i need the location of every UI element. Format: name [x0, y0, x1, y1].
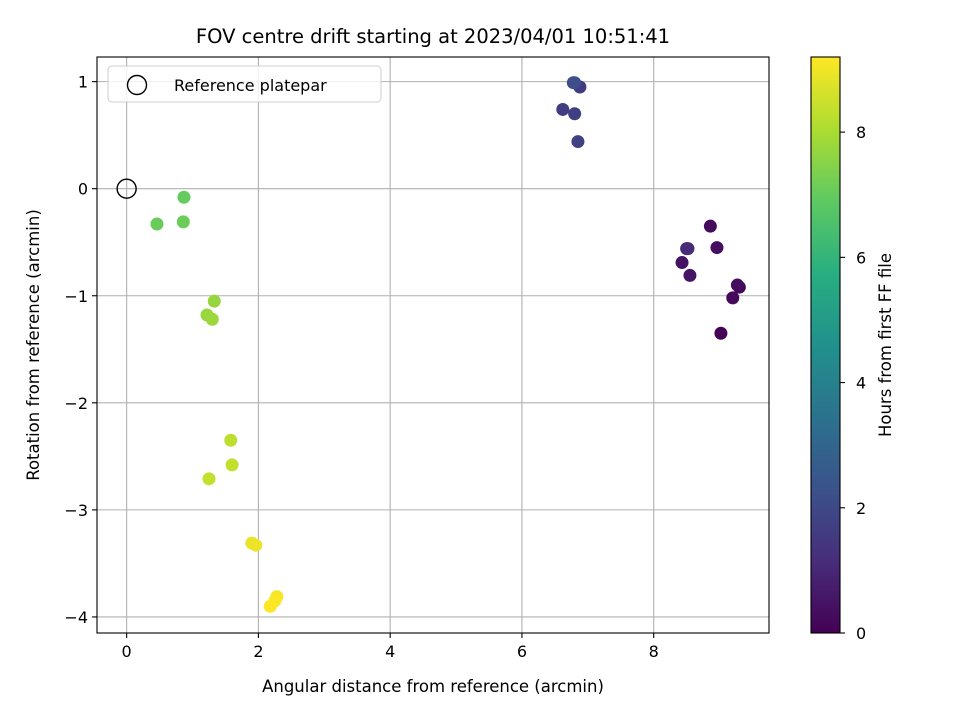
legend-box — [107, 65, 382, 103]
x-tick-label: 8 — [649, 642, 659, 661]
grid — [97, 57, 769, 633]
legend-label: Reference platepar — [174, 76, 327, 95]
data-point — [714, 326, 728, 340]
plot-frame — [96, 56, 770, 634]
colorbar-gradient — [811, 57, 840, 633]
data-points — [150, 76, 746, 613]
data-point — [207, 294, 221, 308]
chart-title: FOV centre drift starting at 2023/04/01 … — [196, 25, 670, 48]
y-tick-label: −4 — [64, 608, 88, 627]
data-point — [726, 291, 740, 305]
colorbar-tick-label: 8 — [856, 123, 866, 142]
data-point — [571, 135, 585, 149]
colorbar-tick-label: 0 — [856, 624, 866, 643]
data-point — [730, 278, 744, 292]
data-point — [225, 458, 239, 472]
x-axis-label: Angular distance from reference (arcmin) — [262, 677, 604, 696]
colorbar-frame — [810, 56, 841, 634]
data-point — [568, 76, 582, 90]
data-point — [675, 256, 689, 270]
y-axis-label: Rotation from reference (arcmin) — [24, 209, 43, 481]
data-point — [556, 102, 570, 116]
x-tick-label: 6 — [517, 642, 527, 661]
data-point — [568, 107, 582, 121]
data-point — [176, 215, 190, 229]
y-tick-label: −1 — [64, 287, 88, 306]
colorbar-ticks: 0 2 4 6 8 — [840, 123, 866, 643]
data-point — [683, 268, 697, 282]
colorbar-label: Hours from first FF file — [876, 253, 895, 437]
axis-ticks: 0 2 4 6 810−1−2−3−4 — [64, 73, 658, 661]
data-point — [150, 217, 164, 231]
data-point — [681, 242, 695, 256]
reference-marker-layer — [116, 178, 137, 199]
x-tick-label: 4 — [385, 642, 395, 661]
x-tick-label: 2 — [253, 642, 263, 661]
y-tick-label: −2 — [64, 394, 88, 413]
y-tick-label: 1 — [78, 73, 88, 92]
reference-platepar-marker — [116, 178, 137, 199]
colorbar-tick-label: 6 — [856, 248, 866, 267]
x-tick-label: 0 — [122, 642, 132, 661]
y-tick-label: −3 — [64, 501, 88, 520]
data-point — [177, 190, 191, 204]
data-point — [249, 538, 263, 552]
legend-marker-icon — [126, 74, 148, 96]
data-point — [202, 472, 216, 486]
colorbar-tick-label: 2 — [856, 499, 866, 518]
data-point — [205, 312, 219, 326]
y-tick-label: 0 — [78, 180, 88, 199]
data-point — [703, 219, 717, 233]
legend: Reference platepar — [107, 65, 382, 103]
data-point — [224, 433, 238, 447]
data-point — [710, 241, 724, 255]
colorbar: 0 2 4 6 8 Hours from first FF file — [810, 56, 895, 643]
colorbar-tick-label: 4 — [856, 374, 866, 393]
data-point — [263, 599, 277, 613]
